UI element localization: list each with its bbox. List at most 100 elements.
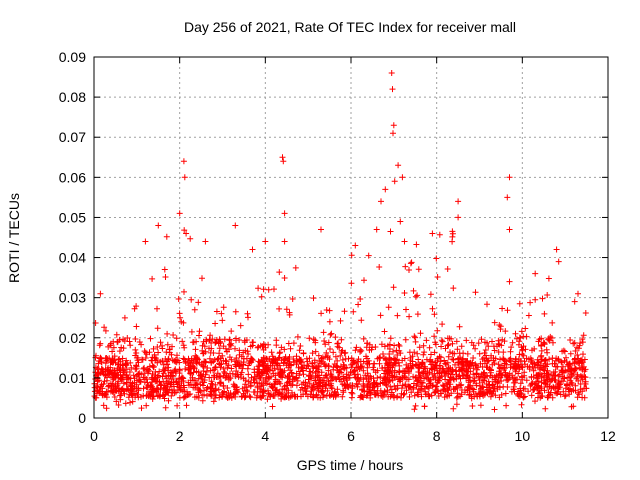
data-point xyxy=(357,392,364,399)
data-point xyxy=(293,353,300,360)
data-point xyxy=(529,347,535,354)
data-point xyxy=(413,382,420,389)
data-point xyxy=(500,349,507,356)
data-point xyxy=(312,377,318,384)
data-point xyxy=(448,335,455,342)
data-point xyxy=(352,347,359,354)
data-point xyxy=(567,350,574,357)
data-point xyxy=(394,312,401,319)
data-point xyxy=(488,355,495,361)
data-point xyxy=(349,382,356,389)
data-point xyxy=(550,339,556,346)
data-point xyxy=(411,392,418,399)
data-point xyxy=(484,358,491,365)
data-point xyxy=(210,398,217,405)
data-point xyxy=(106,382,113,389)
data-point xyxy=(457,382,464,389)
data-point xyxy=(520,352,527,359)
data-point xyxy=(546,376,553,383)
data-point xyxy=(256,379,263,386)
data-point xyxy=(464,368,471,375)
data-point xyxy=(190,384,197,391)
data-point xyxy=(233,355,240,361)
data-point xyxy=(453,383,460,390)
data-point xyxy=(206,337,213,344)
data-point xyxy=(399,174,406,181)
data-point xyxy=(126,369,133,375)
data-point xyxy=(397,218,404,225)
data-point xyxy=(97,290,104,297)
data-point xyxy=(306,335,313,342)
data-point xyxy=(192,346,199,353)
data-point xyxy=(387,383,394,390)
data-point xyxy=(442,360,449,367)
data-point xyxy=(545,371,552,378)
data-point xyxy=(177,314,184,321)
data-point xyxy=(216,360,222,367)
data-point xyxy=(379,393,386,400)
data-point xyxy=(399,374,406,381)
data-point xyxy=(283,385,290,392)
data-point xyxy=(575,389,582,396)
data-point xyxy=(328,380,335,387)
data-point xyxy=(120,387,127,394)
data-point xyxy=(526,366,533,373)
data-point xyxy=(202,238,209,245)
data-point xyxy=(433,383,440,390)
data-point xyxy=(540,339,547,346)
data-point xyxy=(300,371,307,378)
data-point xyxy=(525,356,532,363)
data-point xyxy=(515,370,522,377)
data-point xyxy=(517,334,524,341)
data-point xyxy=(400,391,407,398)
data-point xyxy=(101,378,108,385)
data-point xyxy=(376,360,383,367)
data-point xyxy=(482,339,488,346)
data-point xyxy=(357,296,364,302)
data-point xyxy=(574,371,581,378)
data-point xyxy=(562,392,569,399)
data-point xyxy=(491,347,498,354)
data-point xyxy=(477,402,484,409)
data-point xyxy=(332,393,339,400)
data-point xyxy=(120,345,127,352)
data-point xyxy=(384,389,391,395)
data-point xyxy=(149,275,156,282)
data-point xyxy=(352,242,359,249)
data-point xyxy=(431,311,438,318)
data-point xyxy=(247,383,254,390)
data-point xyxy=(283,306,290,313)
data-point xyxy=(199,397,206,404)
data-point xyxy=(549,355,556,362)
data-point xyxy=(449,340,456,347)
data-point xyxy=(321,338,328,344)
data-point xyxy=(512,356,519,363)
data-point xyxy=(538,358,545,365)
data-point xyxy=(383,382,390,389)
data-point xyxy=(390,130,396,137)
data-point xyxy=(274,378,281,385)
data-point xyxy=(290,340,297,347)
data-point xyxy=(117,396,124,403)
data-point xyxy=(151,351,158,358)
data-point xyxy=(490,388,497,395)
data-point xyxy=(240,390,247,397)
data-point xyxy=(275,366,282,373)
data-point xyxy=(360,367,367,374)
data-point xyxy=(423,383,430,390)
data-point xyxy=(195,299,202,306)
data-point xyxy=(213,308,220,315)
data-point xyxy=(507,358,514,365)
data-point xyxy=(402,263,409,270)
data-point xyxy=(514,390,521,397)
data-point xyxy=(479,390,486,397)
data-point xyxy=(534,394,541,401)
data-point xyxy=(355,364,362,370)
data-point xyxy=(442,376,449,383)
data-point xyxy=(154,305,160,312)
data-point xyxy=(565,363,572,370)
data-point xyxy=(464,357,471,364)
data-point xyxy=(351,371,358,378)
data-point xyxy=(202,348,209,355)
y-tick-label: 0.01 xyxy=(59,370,86,386)
